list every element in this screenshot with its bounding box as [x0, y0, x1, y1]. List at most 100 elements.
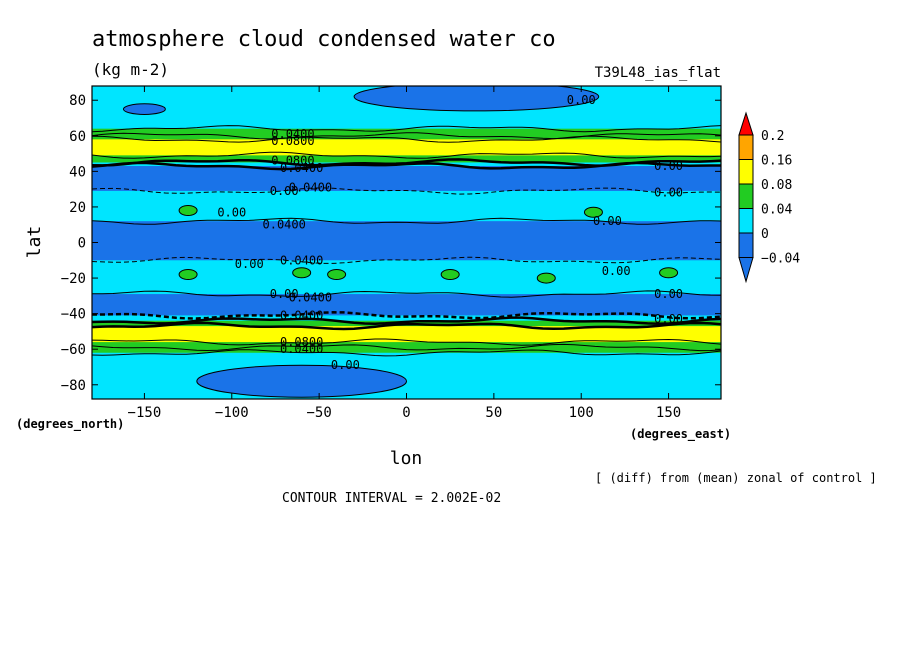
- contour-label: 0.00: [654, 312, 683, 326]
- x-tick-label: 0: [402, 405, 410, 421]
- negative-patch: [353, 86, 600, 112]
- y-axis-label: lat: [24, 226, 45, 259]
- dataset-label: T39L48_ias_flat: [595, 65, 721, 81]
- zonal-band: [92, 352, 721, 399]
- zonal-band: [92, 315, 721, 322]
- contour-label: 0.0400: [280, 342, 323, 356]
- zonal-band: [92, 190, 721, 222]
- x-tick-label: −150: [128, 405, 162, 421]
- contour-line: [92, 338, 721, 346]
- contour-line: [92, 125, 721, 133]
- y-tick-label: 40: [69, 164, 86, 180]
- contour-label: 0.0400: [289, 291, 332, 305]
- green-patch: [327, 269, 347, 281]
- x-tick-label: −100: [215, 405, 249, 421]
- colorbar-label: 0.16: [761, 154, 792, 169]
- contour-label: 0.00: [654, 159, 683, 173]
- contour-label: 0.00: [654, 287, 683, 301]
- contour-label: 0.00: [270, 184, 299, 198]
- contour-label: 0.00: [602, 264, 631, 278]
- green-patch: [536, 272, 556, 284]
- colorbar-label: 0.2: [761, 129, 784, 144]
- y-tick-label: −80: [61, 378, 86, 394]
- green-patch: [178, 204, 198, 216]
- contour-label: 0.00: [270, 287, 299, 301]
- x-tick-label: 50: [485, 405, 502, 421]
- zonal-band: [92, 221, 721, 261]
- contour-line: [92, 343, 721, 352]
- zonal-band: [92, 139, 721, 156]
- contour-line: [92, 316, 721, 325]
- zonal-band: [92, 294, 721, 316]
- colorbar-top-arrow: [738, 111, 754, 136]
- contour-line: [92, 311, 721, 320]
- zonal-band: [92, 135, 721, 140]
- colorbar-box: [738, 159, 754, 185]
- green-patch: [659, 267, 679, 279]
- contour-label: 0.0800: [280, 335, 323, 349]
- contour-line: [92, 321, 721, 331]
- zonal-band: [92, 166, 721, 192]
- green-patch: [178, 269, 198, 281]
- colorbar-box: [738, 232, 754, 258]
- y-tick-label: −40: [61, 307, 86, 323]
- colorbar-box: [738, 134, 754, 160]
- contour-line: [92, 256, 721, 264]
- x-tick-label: 150: [656, 405, 681, 421]
- colorbar-label: 0: [761, 227, 769, 242]
- x-units-label: (degrees_east): [630, 427, 731, 442]
- contour-label: 0.0400: [280, 161, 323, 175]
- contour-line: [92, 290, 721, 298]
- contour-label: 0.0400: [289, 180, 332, 194]
- contour-line: [92, 187, 721, 195]
- y-axis: 80 60 40 20 0 −20 −40 −60 −80: [61, 93, 721, 394]
- contour-label: 0.0400: [263, 218, 306, 232]
- x-tick-label: 100: [569, 405, 594, 421]
- y-tick-label: −20: [61, 271, 86, 287]
- y-units-label: (degrees_north): [16, 417, 124, 432]
- green-patch: [292, 267, 312, 279]
- diff-note: [ (diff) from (mean) zonal of control ]: [595, 471, 877, 485]
- contour-label: 0.00: [593, 214, 622, 228]
- y-tick-label: 0: [78, 236, 86, 252]
- contour-label: 0.0400: [280, 253, 323, 267]
- zonal-band: [92, 342, 721, 348]
- contour-line: [92, 135, 721, 143]
- contour-label: 0.0800: [271, 134, 314, 148]
- y-tick-label: 20: [69, 200, 86, 216]
- colorbar-bottom-arrow: [738, 257, 754, 284]
- contour-line: [92, 217, 721, 225]
- contour-label: 0.00: [217, 205, 246, 219]
- colorbar: 0.2 0.16 0.08 0.04 0 −0.04: [738, 111, 800, 284]
- contour-interval: CONTOUR INTERVAL = 2.002E-02: [282, 491, 501, 506]
- contour-line: [92, 132, 721, 140]
- colorbar-box: [738, 183, 754, 209]
- contour-label: 0.0400: [271, 127, 314, 141]
- zonal-band: [92, 260, 721, 295]
- contour-line: [92, 161, 721, 171]
- zonal-band: [92, 326, 721, 343]
- contour-label: 0.00: [654, 186, 683, 200]
- y-tick-label: 60: [69, 129, 86, 145]
- contour-label: 0.00: [331, 358, 360, 372]
- contour-label: 0.0800: [271, 154, 314, 168]
- y-tick-label: −60: [61, 342, 86, 358]
- colorbar-box: [738, 208, 754, 234]
- negative-patch: [122, 103, 166, 115]
- colorbar-label: 0.08: [761, 178, 792, 193]
- negative-patch: [196, 364, 407, 398]
- contour-label: 0.0400: [280, 308, 323, 322]
- y-tick-label: 80: [69, 93, 86, 109]
- x-axis: −150 −100 −50 0 50 100 150: [128, 86, 681, 421]
- x-axis-label: lon: [390, 448, 423, 469]
- green-patch: [583, 206, 603, 218]
- colorbar-label: 0.04: [761, 203, 792, 218]
- plot-area: [92, 86, 721, 399]
- contour-label: 0.00: [567, 93, 596, 107]
- colorbar-label: −0.04: [761, 252, 800, 267]
- chart-title: atmosphere cloud condensed water co: [92, 27, 556, 52]
- chart-units: (kg m-2): [92, 60, 169, 79]
- zonal-band: [92, 347, 721, 354]
